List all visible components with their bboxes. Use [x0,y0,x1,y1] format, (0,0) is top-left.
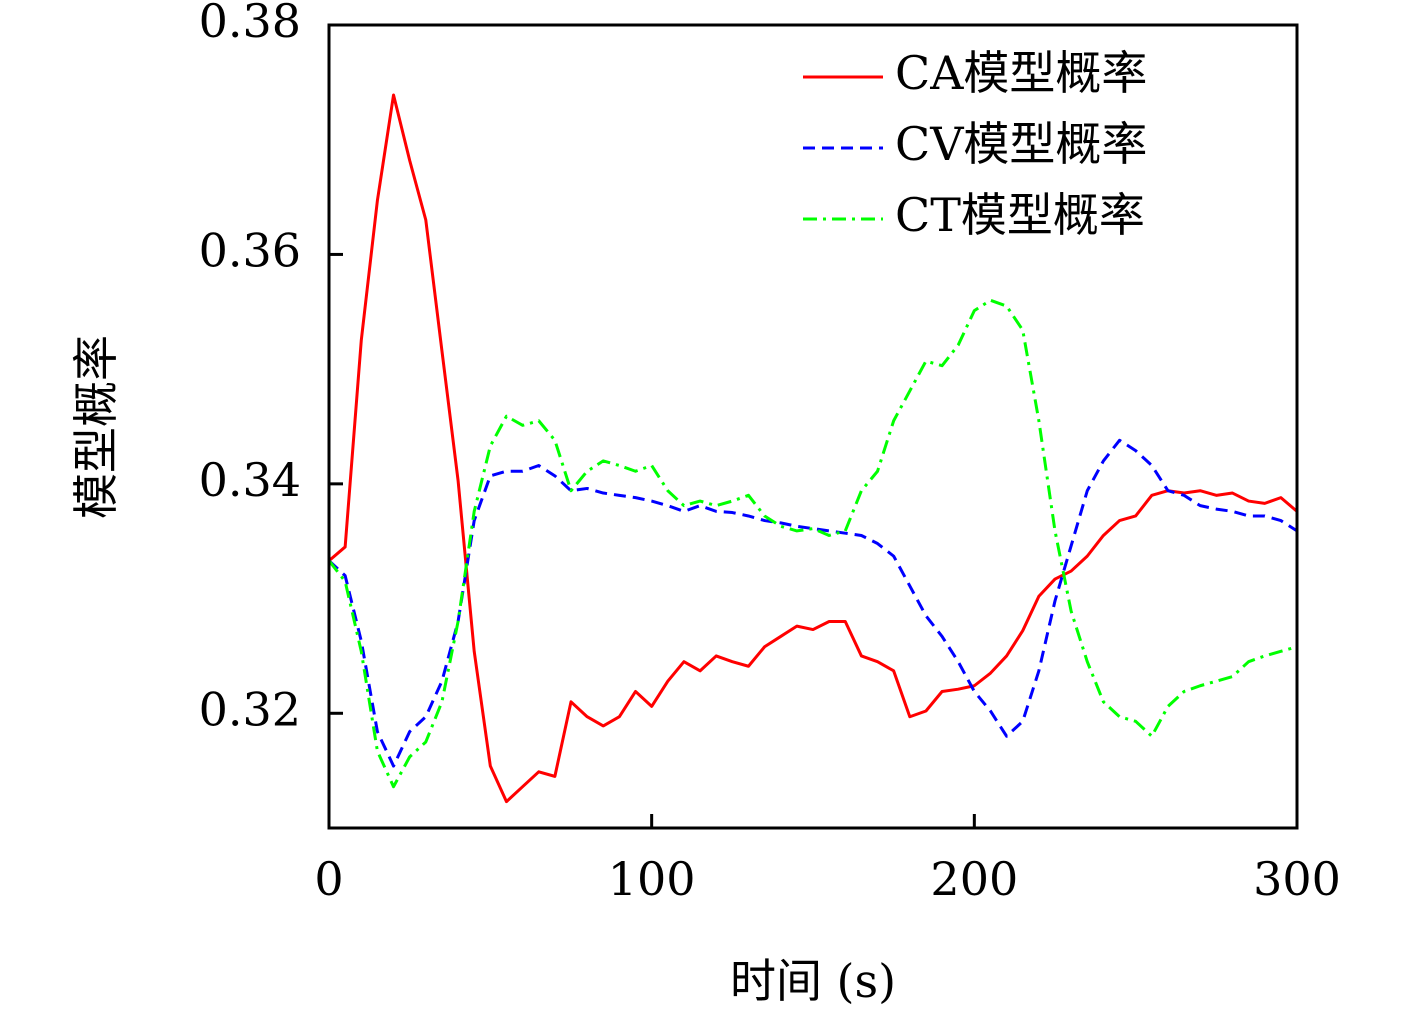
x-tick-label: 300 [1253,852,1341,906]
legend-label: CV模型概率 [895,117,1147,171]
plot-frame [327,23,1299,830]
y-tick-label: 0.34 [199,453,301,507]
series-line [327,438,1298,768]
legend-label: CA模型概率 [895,46,1147,100]
legend-label: CT模型概率 [895,188,1145,242]
y-tick-label: 0.38 [199,0,301,48]
x-tick-label: 200 [930,852,1018,906]
x-tick-label: 0 [314,852,343,906]
y-tick-label: 0.32 [199,682,301,736]
y-axis-label: 模型概率 [69,335,123,519]
x-tick-label: 100 [608,852,696,906]
series-line [327,298,1298,789]
x-axis-label: 时间 (s) [730,954,896,1008]
y-tick-label: 0.36 [199,223,301,277]
series-line [328,93,1298,804]
